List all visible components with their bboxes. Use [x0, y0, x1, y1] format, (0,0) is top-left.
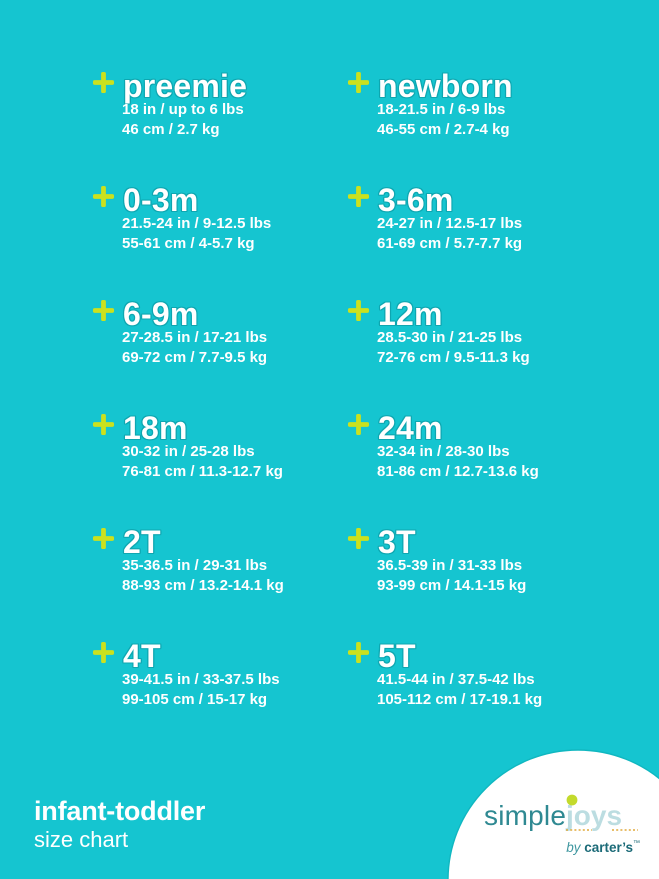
svg-text:simple: simple [484, 800, 566, 831]
